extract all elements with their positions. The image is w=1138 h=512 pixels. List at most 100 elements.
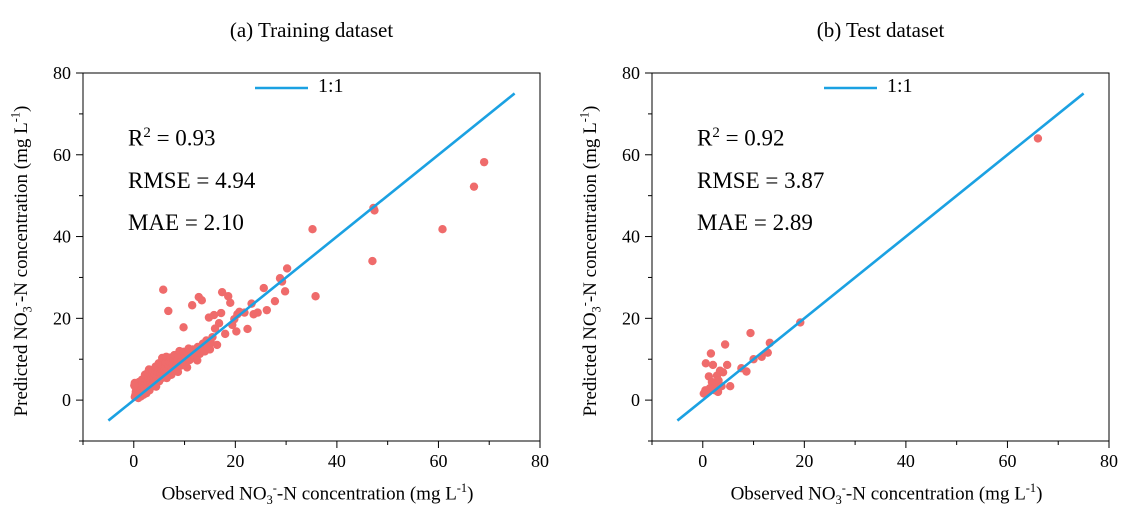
x-tick-label: 60 [429,451,447,471]
data-point [205,345,215,354]
r-squared-value: = 0.92 [719,125,785,151]
data-point [270,296,280,306]
x-axis-label-text-3: ) [467,483,474,505]
y-axis-label-superscript: - [8,302,23,307]
data-point [718,368,728,377]
y-axis-label-text: Predicted NO [579,312,601,417]
data-point [179,323,188,332]
test-dataset-panel: 0 20 40 60 80 0 20 40 60 80 1:1 (b) Test dataset Pre… [569,0,1138,512]
y-axis-label-subscript: 3 [20,306,35,313]
y-axis-label-text-2: -N concentration (mg L [579,122,601,303]
y-axis-label-text: Predicted NO [10,312,32,417]
y-axis-label-unit-superscript: -1 [577,111,592,123]
data-point [253,308,262,317]
data-point [214,319,224,328]
y-tick-label: 0 [62,390,71,410]
data-point [164,306,173,316]
x-axis-label-text: Observed NO [730,483,836,505]
y-axis-label-text-2: -N concentration (mg L [10,122,32,303]
data-point [159,285,168,294]
x-tick-label: 0 [129,451,138,471]
data-point [438,224,447,234]
scatter-plot-svg: 0 20 40 60 80 0 20 40 60 80 [622,63,1118,471]
panel-title: (a) Training dataset [229,18,394,42]
y-axis-label-text-3: ) [10,105,32,112]
x-axis-label-unit-superscript: -1 [456,481,468,495]
x-tick-label: 40 [328,451,346,471]
plot-frame [651,72,1110,442]
data-point [212,340,222,350]
x-axis-label: Observed NO3--N concentration (mg L-1) [731,481,1043,508]
data-point [746,328,755,338]
rmse-annotation: RMSE = 4.94 [128,168,256,193]
data-point [209,310,219,320]
data-point [217,287,227,297]
data-point [262,305,272,315]
y-axis-label-superscript: - [577,302,592,307]
y-tick-label: 40 [622,227,640,247]
x-axis-label: Observed NO3--N concentration (mg L-1) [162,481,474,508]
x-tick-label: 80 [1100,451,1118,471]
y-axis-label-subscript: 3 [589,306,604,313]
data-point [469,182,479,191]
training-dataset-panel: 0 20 40 60 80 0 20 40 60 80 1:1 (a) Training datase… [8,18,549,508]
y-tick-label: 20 [53,308,71,328]
data-point [220,329,230,339]
x-axis-label-subscript: 3 [266,493,273,508]
r-squared-symbol: R [128,125,144,151]
data-point [173,367,183,377]
y-tick-label: 20 [622,308,640,328]
data-point [182,363,192,372]
data-point [232,327,241,336]
data-point [197,296,207,305]
data-point [259,283,268,293]
x-axis-label-text-3: ) [1036,483,1043,505]
r-squared-exponent: 2 [712,125,720,141]
data-point [706,349,716,358]
legend-label: 1:1 [318,75,344,97]
x-axis-label-text-2: -N concentration (mg L [276,483,457,505]
panel-title: (b) Test dataset [816,18,945,42]
data-point [308,224,317,234]
data-point [193,356,202,365]
x-tick-label: 20 [795,451,813,471]
data-point [1033,134,1043,143]
data-point [187,301,197,310]
data-point [243,324,252,334]
data-point [280,287,290,296]
legend-label: 1:1 [887,75,913,97]
r-squared-annotation: R2 = 0.92 [697,125,785,152]
x-tick-label: 60 [998,451,1016,471]
data-point [368,256,377,266]
r-squared-symbol: R [697,125,713,151]
x-tick-label: 0 [698,451,707,471]
x-tick-label: 80 [531,451,549,471]
data-point [216,308,226,318]
y-tick-label: 60 [622,145,640,165]
x-axis-label-superscript: - [272,481,277,495]
r-squared-annotation: R2 = 0.93 [128,125,216,152]
y-tick-label: 0 [631,390,640,410]
data-point [224,292,233,301]
data-point [742,367,751,376]
x-axis-label-unit-superscript: -1 [1025,481,1037,495]
y-axis-label: Predicted NO3--N concentration (mg L-1) [577,106,604,417]
data-point [282,264,292,273]
x-axis-label-subscript: 3 [835,493,842,508]
data-point [479,157,489,167]
one-to-one-line [107,92,516,422]
data-point [226,298,235,307]
data-point [720,340,730,349]
mae-annotation: MAE = 2.10 [128,210,244,235]
r-squared-value: = 0.93 [150,125,216,151]
scatter-plot-svg: 0 20 40 60 80 0 20 40 60 80 [53,63,549,471]
one-to-one-line [676,92,1085,422]
data-point [130,381,139,390]
x-axis-label-superscript: - [841,481,846,495]
y-tick-label: 80 [53,63,71,83]
mae-annotation: MAE = 2.89 [697,210,813,235]
data-point [705,384,715,393]
y-tick-label: 60 [53,145,71,165]
y-tick-label: 80 [622,63,640,83]
x-tick-label: 40 [897,451,915,471]
